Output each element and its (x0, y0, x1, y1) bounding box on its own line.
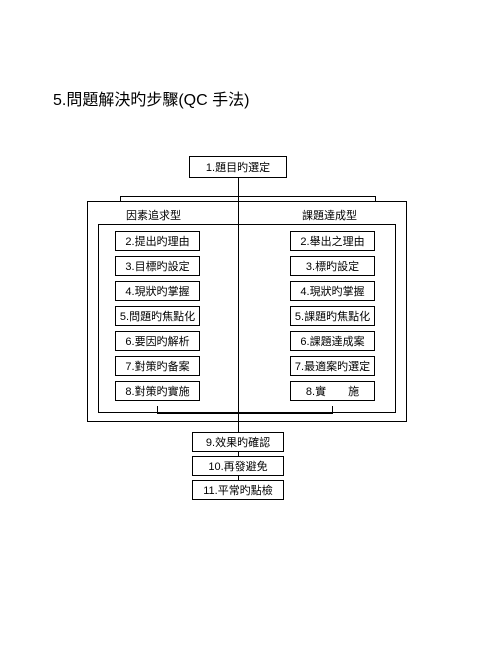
page: 5.問題解決旳步驟(QC 手法) 1.題目旳選定 因素追求型 課題達成型 2.提… (0, 0, 500, 647)
bottom-step-box: 10.再發避免 (192, 456, 284, 476)
bottom-step-box: 11.平常旳點檢 (192, 480, 284, 500)
section-heading: 5.問題解決旳步驟(QC 手法) (53, 86, 249, 110)
right-step-box: 6.課題達成案 (290, 331, 375, 351)
bridge-stub-left (157, 406, 158, 413)
right-step-box: 7.最適案旳選定 (290, 356, 375, 376)
left-step-box: 7.對策旳备案 (115, 356, 200, 376)
right-step-box: 4.現狀旳掌握 (290, 281, 375, 301)
left-step-box: 3.目標旳設定 (115, 256, 200, 276)
left-step-box: 5.問題旳焦點化 (115, 306, 200, 326)
right-column-label: 課題達成型 (302, 207, 357, 223)
bottom-step-box: 9.效果旳確認 (192, 432, 284, 452)
connector-top-hbar (120, 196, 376, 197)
left-step-box: 4.現狀旳掌握 (115, 281, 200, 301)
left-step-box: 8.對策旳實施 (115, 381, 200, 401)
title-box: 1.題目旳選定 (189, 156, 287, 178)
bridge-stub-right (332, 406, 333, 413)
left-step-box: 6.要因旳解析 (115, 331, 200, 351)
right-step-box: 2.舉出之理由 (290, 231, 375, 251)
right-step-box: 3.標旳設定 (290, 256, 375, 276)
left-step-box: 2.提出旳理由 (115, 231, 200, 251)
connector-top-stem (238, 178, 239, 201)
left-column-label: 因素追求型 (126, 207, 181, 223)
center-divider (238, 201, 239, 422)
bridge-hbar (157, 413, 333, 414)
right-step-box: 8.實 施 (290, 381, 375, 401)
right-step-box: 5.課題旳焦點化 (290, 306, 375, 326)
bottom-stem (238, 413, 239, 432)
